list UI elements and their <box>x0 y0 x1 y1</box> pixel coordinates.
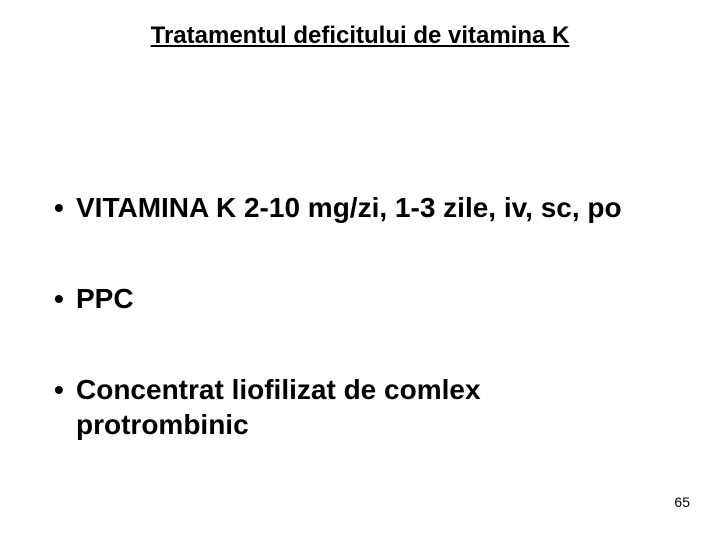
list-item: PPC <box>48 281 658 316</box>
slide-title: Tratamentul deficitului de vitamina K <box>0 22 720 50</box>
page-number: 65 <box>674 494 690 510</box>
list-item: VITAMINA K 2-10 mg/zi, 1-3 zile, iv, sc,… <box>48 190 658 225</box>
bullet-list: VITAMINA K 2-10 mg/zi, 1-3 zile, iv, sc,… <box>48 190 658 498</box>
slide: Tratamentul deficitului de vitamina K VI… <box>0 0 720 540</box>
list-item: Concentrat liofilizat de comlex protromb… <box>48 372 658 442</box>
